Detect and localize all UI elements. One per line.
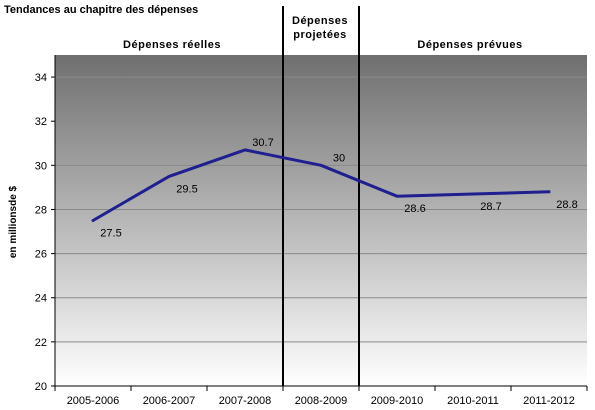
data-label: 28.8 xyxy=(556,199,577,211)
section-label-actual: Dépenses réelles xyxy=(123,39,221,51)
data-label: 30.7 xyxy=(252,137,273,149)
section-dividers xyxy=(282,6,360,386)
x-tick-label: 2008-2009 xyxy=(295,395,348,407)
x-tick-label: 2011-2012 xyxy=(523,395,575,407)
y-tick-label: 20 xyxy=(35,381,47,393)
data-label: 27.5 xyxy=(100,228,121,240)
x-tick-label: 2006-2007 xyxy=(143,395,196,407)
axes xyxy=(54,55,587,387)
y-axis-label: en millionsde $ xyxy=(8,185,19,258)
data-label: 28.6 xyxy=(404,203,425,215)
y-tick-label: 22 xyxy=(35,337,47,349)
y-tick-label: 34 xyxy=(35,72,47,84)
data-label: 30 xyxy=(333,152,345,164)
x-tick-label: 2009-2010 xyxy=(371,395,424,407)
chart-title: Tendances au chapitre des dépenses xyxy=(4,4,198,16)
section-label-projected-line1: Dépenses xyxy=(292,15,348,27)
y-tick-label: 30 xyxy=(35,160,47,172)
data-label: 28.7 xyxy=(480,201,501,213)
y-axis-ticks: 20 22 24 26 28 30 32 34 xyxy=(35,72,55,393)
data-label: 29.5 xyxy=(176,183,197,195)
x-tick-label: 2010-2011 xyxy=(447,395,499,407)
data-labels: 27.5 29.5 30.7 30 28.6 28.7 28.8 xyxy=(100,137,577,240)
y-tick-label: 24 xyxy=(35,293,47,305)
y-tick-label: 28 xyxy=(35,204,47,216)
y-tick-label: 32 xyxy=(35,116,47,128)
x-tick-label: 2007-2008 xyxy=(219,395,272,407)
x-axis-ticks: 2005-2006 2006-2007 2007-2008 2008-2009 2009… xyxy=(54,386,588,407)
y-tick-label: 26 xyxy=(35,249,47,261)
series-line xyxy=(91,148,551,222)
section-label-projected-line2: projetées xyxy=(293,29,346,41)
section-label-planned: Dépenses prévues xyxy=(417,39,522,51)
x-tick-label: 2005-2006 xyxy=(67,395,120,407)
plot-area xyxy=(55,55,587,386)
